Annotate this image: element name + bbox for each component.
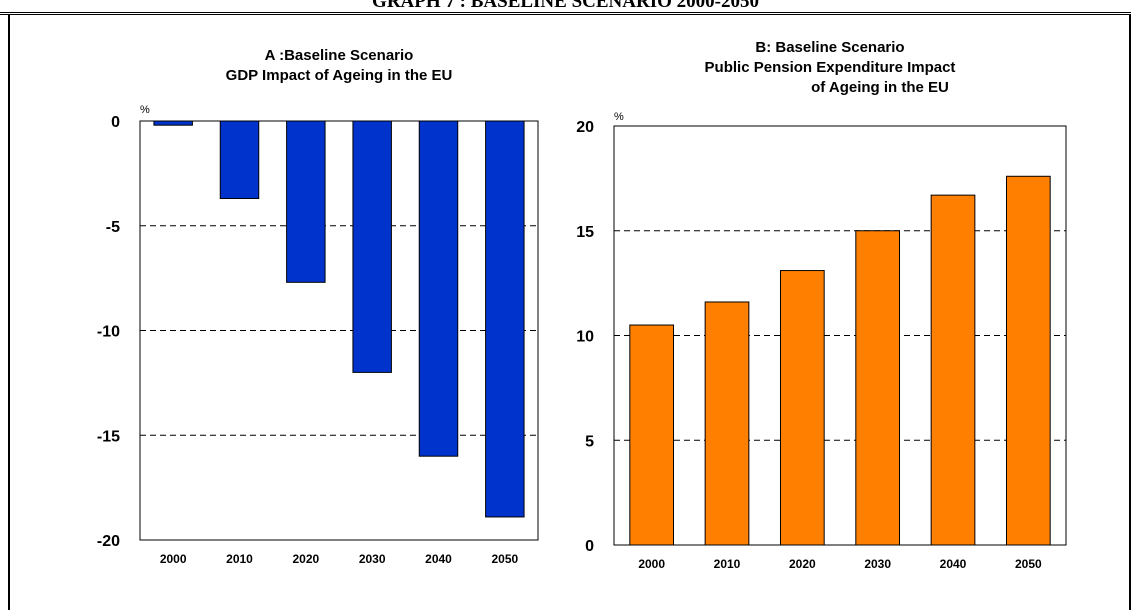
chart-a-y-tick-label: -20: [97, 533, 120, 550]
chart-a-bar: [485, 120, 525, 518]
chart-a-bar: [286, 120, 326, 283]
chart-a-y-tick-label: -15: [97, 428, 120, 445]
chart-a-x-tick-label: 2000: [160, 552, 187, 566]
chart-b-y-tick-label: 0: [585, 538, 594, 555]
chart-a-x-tick-label: 2040: [425, 552, 452, 566]
chart-b-y-tick-label: 15: [576, 224, 594, 241]
chart-a-x-tick-label: 2020: [292, 552, 319, 566]
chart-a-plot-frame: [139, 120, 539, 541]
chart-b-x-tick-label: 2040: [940, 557, 967, 571]
chart-a-unit-label: %: [140, 104, 150, 116]
chart-a-bar: [219, 120, 260, 200]
chart-a-x-tick-label: 2030: [359, 552, 386, 566]
chart-a-title-line-2: GDP Impact of Ageing in the EU: [225, 67, 453, 84]
chart-b-bar: [779, 270, 825, 546]
chart-b-bar: [1005, 175, 1051, 546]
figure-frame: [8, 15, 1131, 610]
chart-b-title-line-2: Public Pension Expenditure Impact: [704, 59, 956, 76]
chart-b-x-tick-label: 2000: [638, 557, 665, 571]
chart-b-title-line-1: B: Baseline Scenario: [755, 39, 905, 56]
chart-a-bar: [418, 120, 459, 457]
chart-b-bar: [704, 301, 750, 546]
chart-a-y-tick-label: -5: [106, 219, 120, 236]
page-header-title: GRAPH 7 : BASELINE SCENARIO 2000-2050: [372, 0, 759, 12]
chart-b-x-tick-label: 2010: [714, 557, 741, 571]
chart-b-y-tick-label: 5: [585, 433, 594, 450]
chart-b-x-tick-label: 2030: [864, 557, 891, 571]
chart-a-x-tick-label: 2010: [226, 552, 253, 566]
chart-b-y-tick-label: 10: [576, 329, 594, 346]
chart-b-x-tick-label: 2050: [1015, 557, 1042, 571]
chart-a-plot-area: [140, 121, 538, 540]
chart-a-y-tick-label: -10: [97, 324, 120, 341]
chart-a-title-line-1: A :Baseline Scenario: [264, 47, 414, 64]
chart-a-y-tick-label: 0: [111, 114, 120, 131]
chart-b-unit-label: %: [614, 111, 624, 123]
chart-a-bar: [352, 120, 392, 373]
chart-b-title-line-3: of Ageing in the EU: [811, 79, 949, 96]
chart-b-x-tick-label: 2020: [789, 557, 816, 571]
chart-b-bar: [930, 194, 976, 546]
chart-b-y-tick-label: 20: [576, 119, 594, 136]
frame-top-rule: [0, 12, 1131, 15]
chart-b-bar: [629, 324, 675, 546]
chart-a-bar: [153, 120, 193, 126]
chart-b-plot-frame: [613, 125, 1067, 546]
chart-a-x-tick-label: 2050: [491, 552, 518, 566]
chart-b-bar: [855, 230, 901, 546]
